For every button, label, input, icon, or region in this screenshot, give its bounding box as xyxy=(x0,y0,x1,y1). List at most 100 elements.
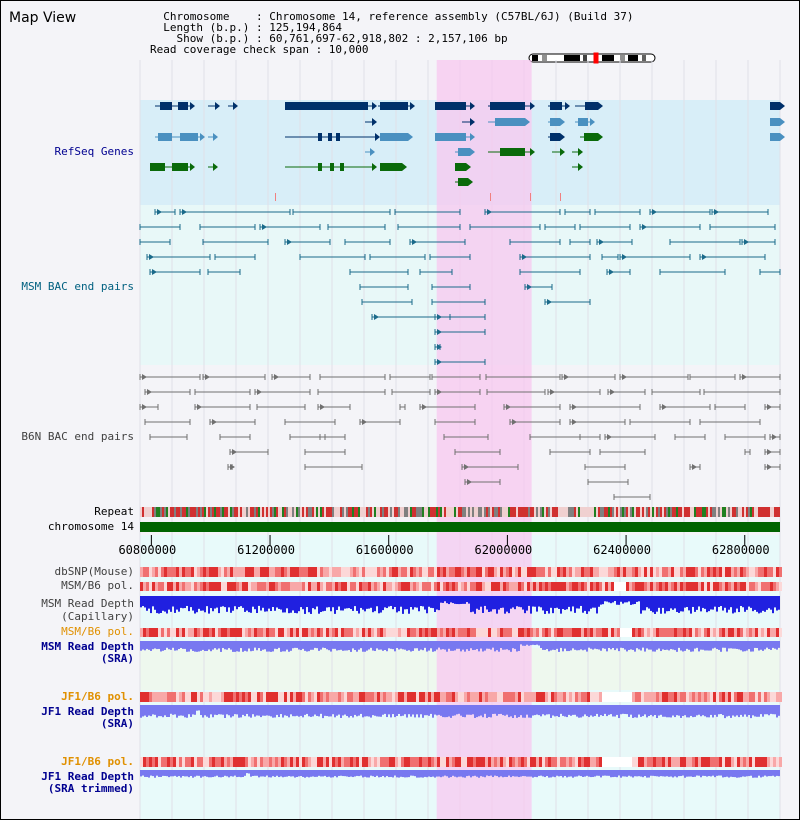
depth-bar xyxy=(732,641,734,649)
depth-bar xyxy=(458,596,460,605)
depth-bar xyxy=(362,705,364,718)
depth-bar xyxy=(466,705,468,715)
heat-cell xyxy=(584,757,587,767)
heat-cell xyxy=(176,582,179,591)
track-label-msm-depth-cap-1[interactable]: MSM Read Depth xyxy=(41,597,134,610)
depth-bar xyxy=(342,770,344,777)
heat-cell xyxy=(536,692,539,702)
track-label-msm-bac[interactable]: MSM BAC end pairs xyxy=(21,280,134,293)
heat-cell xyxy=(338,692,341,702)
depth-bar xyxy=(420,770,422,778)
depth-bar xyxy=(428,596,430,607)
depth-bar xyxy=(208,596,210,614)
heat-cell xyxy=(353,692,356,702)
heat-cell xyxy=(152,757,155,767)
heat-cell xyxy=(509,582,512,591)
depth-bar xyxy=(706,596,708,613)
depth-bar xyxy=(316,770,318,777)
heat-cell xyxy=(422,582,425,591)
heat-cell xyxy=(638,567,641,577)
repeat-block xyxy=(500,507,502,517)
heat-cell xyxy=(263,757,266,767)
track-label-jf1-pol-2[interactable]: JF1/B6 pol. xyxy=(61,755,134,768)
depth-bar xyxy=(226,705,228,715)
heat-cell xyxy=(380,567,383,577)
depth-bar xyxy=(204,770,206,777)
depth-bar xyxy=(456,596,458,605)
depth-bar xyxy=(750,770,752,776)
depth-bar xyxy=(344,596,346,609)
depth-bar xyxy=(724,596,726,608)
heat-cell xyxy=(590,692,593,702)
repeat-block xyxy=(428,507,430,517)
depth-bar xyxy=(398,705,400,714)
depth-bar xyxy=(282,770,284,778)
heat-cell xyxy=(434,582,437,591)
depth-bar xyxy=(372,770,374,777)
heat-cell xyxy=(641,692,644,702)
depth-bar xyxy=(602,596,604,605)
heat-cell xyxy=(269,757,272,767)
repeat-block xyxy=(664,507,666,517)
depth-bar xyxy=(720,705,722,715)
heat-cell xyxy=(248,567,251,577)
depth-bar xyxy=(382,641,384,651)
track-label-dbsnp[interactable]: dbSNP(Mouse) xyxy=(54,565,134,578)
heat-cell xyxy=(557,692,560,702)
gene-arrow xyxy=(565,102,570,110)
track-label-refseq[interactable]: RefSeq Genes xyxy=(54,145,134,158)
depth-bar xyxy=(446,770,448,777)
depth-bar xyxy=(596,641,598,650)
heat-cell xyxy=(269,582,272,591)
depth-bar xyxy=(460,641,462,652)
heat-cell xyxy=(152,692,155,702)
bac-marker xyxy=(487,209,492,215)
heat-cell xyxy=(740,757,743,767)
repeat-block xyxy=(456,507,458,517)
depth-bar xyxy=(578,770,580,776)
track-label-jf1-pol-1[interactable]: JF1/B6 pol. xyxy=(61,690,134,703)
track-label-b6n-bac[interactable]: B6N BAC end pairs xyxy=(21,430,134,443)
depth-bar xyxy=(518,596,520,607)
track-label-msm-pol-2[interactable]: MSM/B6 pol. xyxy=(61,625,134,638)
depth-bar xyxy=(446,705,448,718)
heat-cell xyxy=(383,582,386,591)
heat-cell xyxy=(710,628,713,637)
heat-cell xyxy=(392,628,395,637)
heat-cell xyxy=(167,582,170,591)
depth-bar xyxy=(436,705,438,716)
jf1-pol-2-track xyxy=(140,757,782,767)
depth-bar xyxy=(228,596,230,608)
depth-bar xyxy=(408,770,410,778)
track-label-jf1-trim-1[interactable]: JF1 Read Depth xyxy=(41,770,134,783)
heat-cell xyxy=(188,567,191,577)
track-label-msm-pol-1[interactable]: MSM/B6 pol. xyxy=(61,579,134,592)
heat-cell xyxy=(155,692,158,702)
heat-cell xyxy=(560,582,563,591)
depth-bar xyxy=(218,705,220,715)
gene-arrow xyxy=(780,133,785,141)
depth-bar xyxy=(172,596,174,607)
track-label-msm-depth-sra-1[interactable]: MSM Read Depth xyxy=(41,640,134,653)
heat-cell xyxy=(719,692,722,702)
depth-bar xyxy=(680,641,682,651)
repeat-block xyxy=(260,507,262,517)
depth-bar xyxy=(568,596,570,607)
depth-bar xyxy=(656,705,658,719)
track-label-repeat[interactable]: Repeat xyxy=(94,505,134,518)
heat-cell xyxy=(479,582,482,591)
depth-bar xyxy=(564,641,566,649)
chromosome-ideogram[interactable] xyxy=(528,52,658,66)
gene-exon xyxy=(380,133,408,141)
heat-cell xyxy=(557,567,560,577)
track-label-jf1-depth-sra-1[interactable]: JF1 Read Depth xyxy=(41,705,134,718)
heat-cell xyxy=(743,757,746,767)
heat-cell xyxy=(305,757,308,767)
repeat-block xyxy=(174,507,176,517)
heat-cell xyxy=(419,692,422,702)
track-label-chromosome[interactable]: chromosome 14 xyxy=(47,520,134,533)
depth-bar xyxy=(690,641,692,652)
heat-cell xyxy=(341,567,344,577)
depth-bar xyxy=(602,641,604,649)
